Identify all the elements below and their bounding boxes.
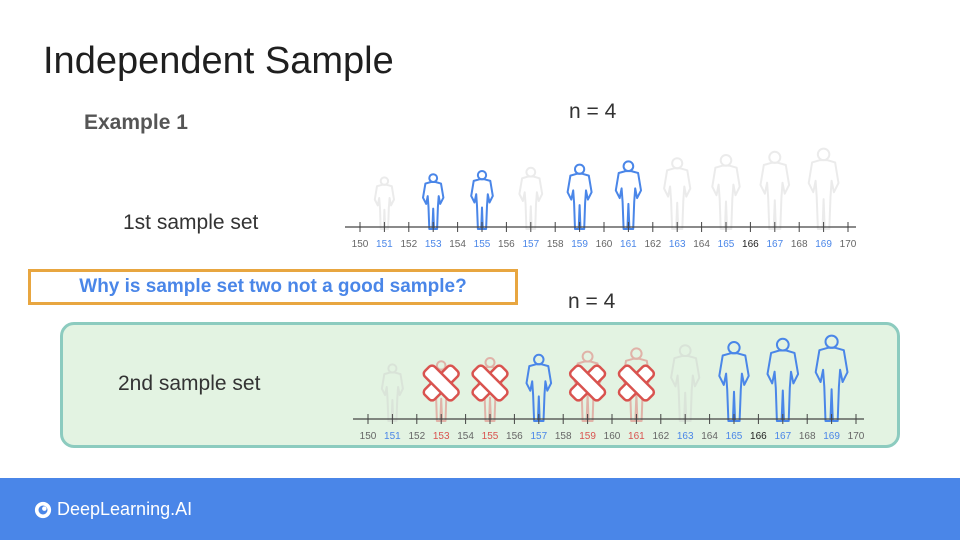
tick-label: 169 [823,431,840,442]
tick-label: 151 [384,431,401,442]
example-label: Example 1 [84,111,188,134]
tick-label: 168 [791,239,808,250]
question-box: Why is sample set two not a good sample? [28,269,518,305]
tick-label: 158 [555,431,572,442]
tick-label: 152 [400,239,417,250]
row2-axis: 150 151 152 153 154 155 156 157 158 159 160 161 162 1… [353,414,865,442]
tick-label: 167 [774,431,791,442]
tick-label: 163 [669,239,686,250]
faded-person-icon-151 [380,363,404,422]
faded-person-icon-163 [663,157,692,230]
cross-mark-icon-153 [422,364,460,402]
tick-label: 158 [547,239,564,250]
tick-label: 157 [522,239,539,250]
tick-label: 168 [799,431,816,442]
faded-person-icon-167 [759,150,791,230]
cross-mark-icon-159 [568,364,607,402]
tick-label: 156 [498,239,515,250]
set1-n-label: n = 4 [569,100,617,123]
tick-label: 164 [693,239,710,250]
tick-label: 160 [604,431,621,442]
person-icon-167 [766,337,800,422]
cross-mark-icon-161 [617,364,656,402]
tick-label: 169 [815,239,832,250]
tick-label: 159 [579,431,596,442]
person-icon-155 [470,170,494,230]
tick-label: 157 [530,431,547,442]
person-icon-169 [814,334,849,422]
tick-label: 150 [352,239,369,250]
person-icon-161 [614,160,642,230]
tick-label: 162 [644,239,661,250]
faded-person-icon-151 [373,176,395,230]
row1-axis: 150 151 152 153 154 155 156 157 158 159 160 161 162 1… [345,222,857,250]
footer-bar [0,478,960,540]
brand: DeepLearning.AI [34,499,192,520]
cross-mark-icon-155 [471,364,509,402]
tick-label: 160 [596,239,613,250]
tick-label: 155 [482,431,499,442]
deeplearning-logo-icon [34,501,52,518]
tick-label: 161 [620,239,637,250]
set2-panel [60,322,900,448]
tick-label: 166 [742,239,759,250]
tick-label: 156 [506,431,523,442]
tick-label: 161 [628,431,645,442]
tick-label: 164 [701,431,718,442]
tick-label: 166 [750,431,767,442]
brand-name: DeepLearning.AI [57,499,193,519]
set2-label: 2nd sample set [118,372,261,395]
tick-label: 163 [677,431,694,442]
set2-n-label: n = 4 [568,290,616,313]
faded-person-icon-163 [670,344,701,422]
faded-person-icon-157 [518,166,544,230]
row1-people [373,147,840,230]
tick-label: 153 [433,431,450,442]
set1-label: 1st sample set [123,211,259,234]
slide-title: Independent Sample [43,40,394,82]
tick-label: 162 [652,431,669,442]
tick-label: 154 [449,239,466,250]
tick-label: 159 [571,239,588,250]
faded-person-icon-165 [711,154,741,230]
tick-label: 165 [718,239,735,250]
tick-label: 170 [840,239,857,250]
tick-label: 151 [376,239,393,250]
person-icon-157 [525,353,553,422]
person-icon-165 [718,341,750,422]
tick-label: 150 [360,431,377,442]
person-icon-159 [566,163,593,230]
person-icon-153 [422,173,445,230]
tick-label: 152 [408,431,425,442]
row2-people [380,334,849,422]
faded-person-icon-169 [807,147,840,230]
tick-label: 153 [425,239,442,250]
tick-label: 155 [474,239,491,250]
tick-label: 167 [766,239,783,250]
tick-label: 154 [457,431,474,442]
tick-label: 170 [848,431,865,442]
tick-label: 165 [726,431,743,442]
